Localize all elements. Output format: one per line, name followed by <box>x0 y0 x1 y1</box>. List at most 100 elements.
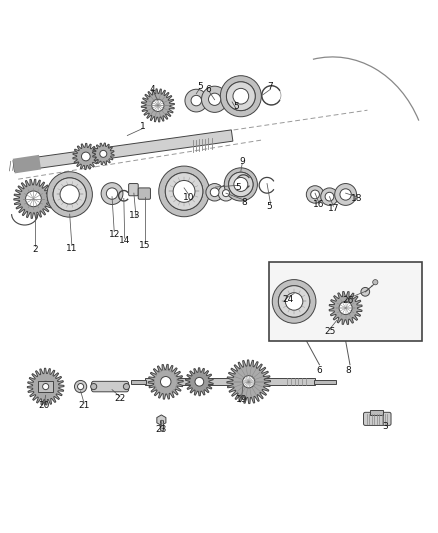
Text: 11: 11 <box>66 244 77 253</box>
Circle shape <box>233 88 249 104</box>
Circle shape <box>272 280 316 323</box>
FancyBboxPatch shape <box>92 381 129 392</box>
Circle shape <box>226 82 255 111</box>
Text: 6: 6 <box>206 85 212 94</box>
Text: 9: 9 <box>239 157 245 166</box>
Circle shape <box>106 188 118 199</box>
Bar <box>314 379 336 384</box>
Circle shape <box>208 93 221 106</box>
Bar <box>145 378 315 385</box>
Text: 23: 23 <box>155 425 166 434</box>
Polygon shape <box>92 143 114 165</box>
Polygon shape <box>185 368 213 395</box>
Text: 26: 26 <box>343 296 354 305</box>
Circle shape <box>210 188 219 197</box>
Text: 15: 15 <box>139 240 151 249</box>
Polygon shape <box>13 155 41 173</box>
Polygon shape <box>14 179 53 219</box>
Text: 19: 19 <box>236 395 247 403</box>
Circle shape <box>152 99 164 111</box>
Bar <box>160 420 163 430</box>
Circle shape <box>173 181 195 203</box>
Polygon shape <box>157 415 166 425</box>
Text: 13: 13 <box>129 211 141 220</box>
Circle shape <box>340 189 351 200</box>
Text: 1: 1 <box>140 122 145 131</box>
Text: 14: 14 <box>119 236 131 245</box>
FancyBboxPatch shape <box>129 183 138 196</box>
Text: 8: 8 <box>346 366 352 375</box>
Text: 4: 4 <box>150 85 155 94</box>
Circle shape <box>325 192 334 201</box>
Polygon shape <box>73 143 99 169</box>
Text: 10: 10 <box>183 193 194 203</box>
Circle shape <box>191 95 201 106</box>
Bar <box>370 410 383 415</box>
Circle shape <box>185 89 208 112</box>
Circle shape <box>229 172 253 197</box>
Circle shape <box>243 376 255 388</box>
Circle shape <box>234 177 248 191</box>
Polygon shape <box>13 130 233 172</box>
Text: 17: 17 <box>328 204 339 213</box>
Text: 6: 6 <box>317 366 322 375</box>
FancyBboxPatch shape <box>269 262 422 341</box>
Circle shape <box>195 377 204 386</box>
FancyBboxPatch shape <box>138 188 150 199</box>
Text: 8: 8 <box>241 198 247 207</box>
Bar <box>131 379 146 384</box>
Polygon shape <box>27 368 64 405</box>
Circle shape <box>311 190 319 199</box>
Circle shape <box>229 172 253 197</box>
Circle shape <box>335 183 357 205</box>
Text: 5: 5 <box>235 183 241 192</box>
Polygon shape <box>141 89 174 122</box>
Text: 20: 20 <box>39 401 50 410</box>
Circle shape <box>306 185 324 203</box>
Circle shape <box>361 287 370 296</box>
Circle shape <box>339 302 352 314</box>
Text: 21: 21 <box>78 401 90 410</box>
Text: 3: 3 <box>382 422 388 431</box>
Polygon shape <box>148 365 183 399</box>
Circle shape <box>201 86 228 112</box>
Circle shape <box>279 286 310 317</box>
Circle shape <box>60 185 79 204</box>
Circle shape <box>220 76 261 117</box>
Text: 24: 24 <box>283 295 293 304</box>
Text: 7: 7 <box>268 82 273 91</box>
Circle shape <box>91 384 97 390</box>
Text: 16: 16 <box>313 200 324 209</box>
Circle shape <box>286 293 303 310</box>
Text: 5: 5 <box>197 82 203 91</box>
Circle shape <box>223 190 230 197</box>
Circle shape <box>101 183 123 205</box>
Circle shape <box>25 191 41 207</box>
Text: 2: 2 <box>32 245 38 254</box>
Text: 12: 12 <box>109 230 120 239</box>
Circle shape <box>78 384 84 390</box>
Circle shape <box>373 280 378 285</box>
Text: 22: 22 <box>114 394 126 403</box>
Polygon shape <box>227 360 271 403</box>
Circle shape <box>218 185 234 201</box>
FancyBboxPatch shape <box>364 413 391 425</box>
Circle shape <box>321 188 338 205</box>
Circle shape <box>226 82 255 111</box>
Circle shape <box>165 173 203 210</box>
Circle shape <box>74 381 87 393</box>
Circle shape <box>42 384 49 390</box>
Text: 5: 5 <box>233 102 239 111</box>
Text: 25: 25 <box>324 327 336 336</box>
Circle shape <box>165 173 203 210</box>
Circle shape <box>124 384 130 390</box>
Circle shape <box>224 168 258 201</box>
Circle shape <box>47 172 92 217</box>
Circle shape <box>160 376 171 387</box>
Circle shape <box>40 381 51 392</box>
Circle shape <box>100 150 107 157</box>
Circle shape <box>81 152 90 161</box>
Circle shape <box>206 183 223 201</box>
Bar <box>38 381 53 392</box>
Circle shape <box>159 166 209 217</box>
